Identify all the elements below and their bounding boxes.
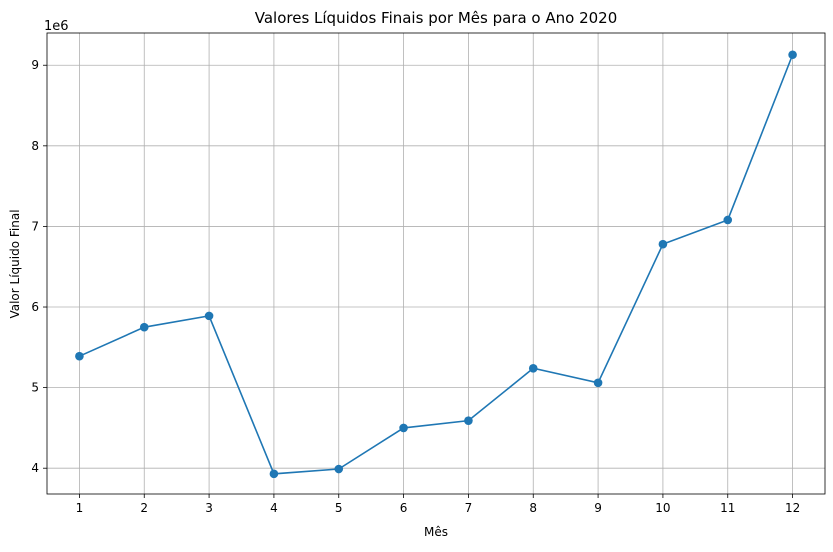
x-tick-label: 1 [76, 501, 84, 515]
x-tick-label: 2 [140, 501, 148, 515]
data-point [334, 464, 344, 474]
x-tick-label: 5 [335, 501, 343, 515]
data-point [464, 416, 473, 425]
x-tick-label: 10 [655, 501, 670, 515]
x-tick-label: 9 [594, 501, 602, 515]
data-point [658, 239, 668, 249]
y-tick-label: 7 [31, 219, 39, 233]
data-point [593, 378, 603, 388]
y-tick-label: 4 [31, 461, 39, 475]
grid-lines [47, 33, 825, 494]
plot-frame [46, 32, 826, 495]
data-point [75, 351, 84, 361]
x-axis-label: Mês [424, 525, 448, 539]
x-tick-label: 7 [465, 501, 473, 515]
y-tick-label: 5 [31, 381, 39, 395]
x-tick-label: 11 [720, 501, 735, 515]
x-tick-label: 12 [785, 501, 800, 515]
data-point [723, 215, 733, 225]
y-tick-label: 6 [31, 300, 39, 314]
data-point [139, 322, 149, 332]
data-point [204, 311, 214, 321]
x-tick-label: 8 [529, 501, 537, 515]
y-axis-label: Valor Líquido Final [8, 209, 22, 318]
x-tick-label: 6 [400, 501, 408, 515]
x-tick-label: 3 [205, 501, 213, 515]
series-layer [75, 50, 797, 479]
y-tick-label: 8 [31, 139, 39, 153]
x-tick-label: 4 [270, 501, 278, 515]
data-point [788, 50, 797, 60]
data-point [269, 469, 279, 479]
y-tick-label: 9 [31, 58, 39, 72]
series-line [79, 54, 794, 475]
chart-title: Valores Líquidos Finais por Mês para o A… [255, 9, 618, 27]
data-point [399, 423, 408, 433]
y-offset-label: 1e6 [44, 19, 69, 34]
data-point [528, 363, 538, 373]
